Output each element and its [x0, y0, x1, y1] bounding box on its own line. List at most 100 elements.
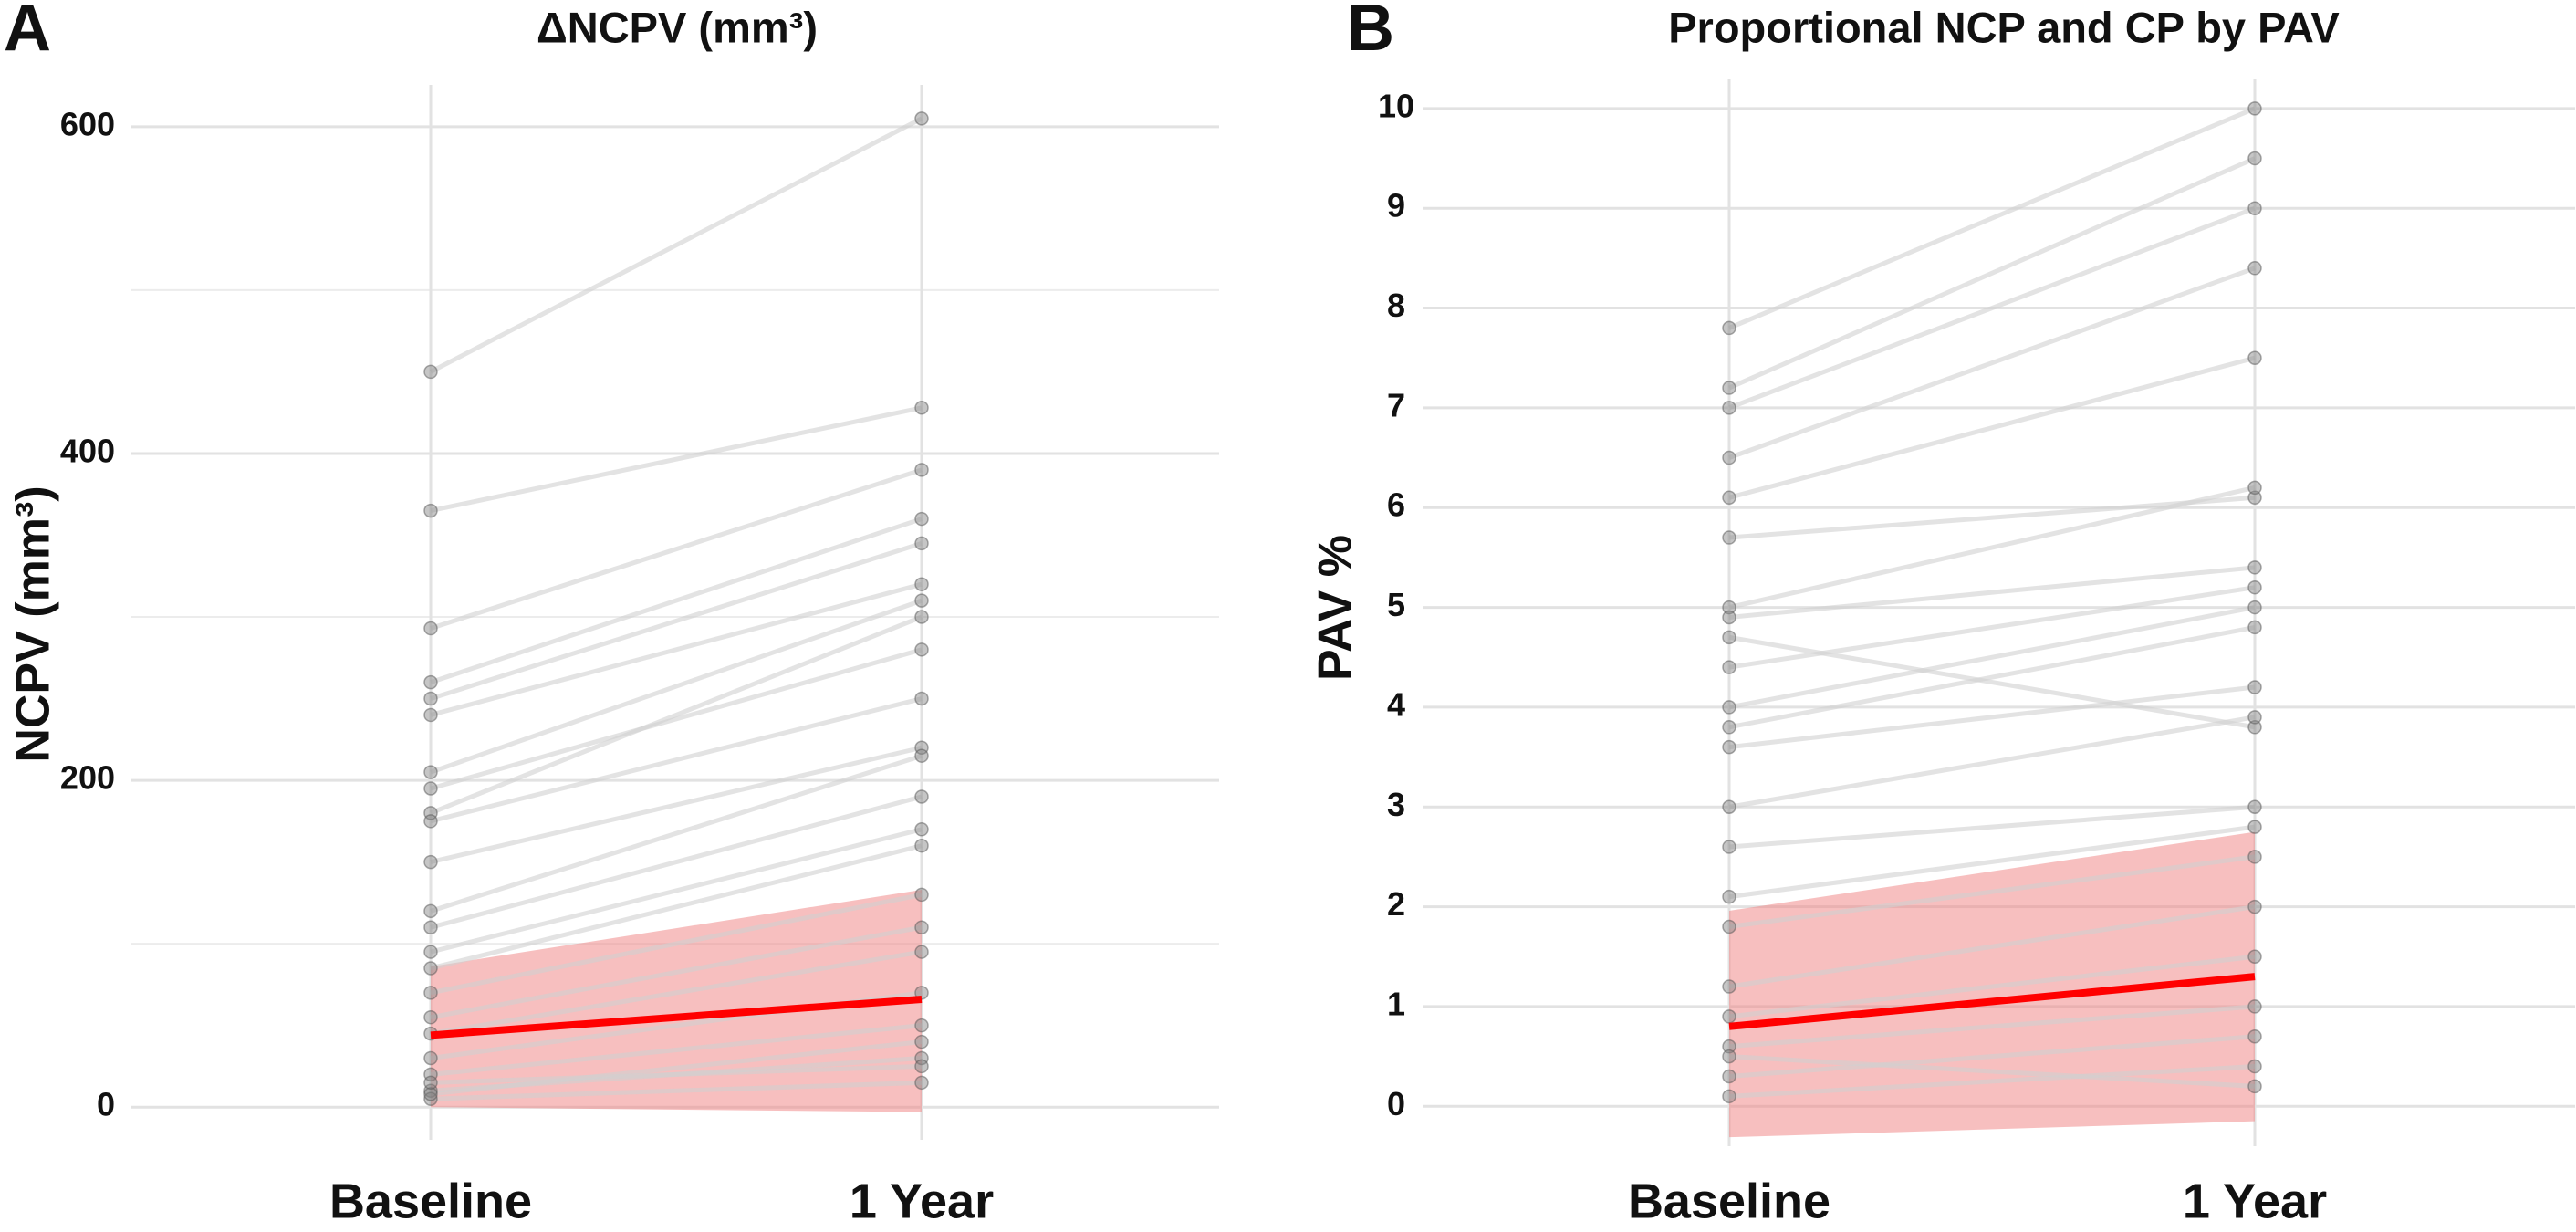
subject-point [423, 920, 438, 934]
subject-point [423, 854, 438, 870]
subject-point [2247, 899, 2262, 914]
subject-point [423, 503, 438, 518]
subject-line [430, 541, 923, 701]
subject-point [423, 765, 438, 779]
subject-line [430, 1039, 923, 1097]
subject-line [1728, 565, 2256, 620]
subject-point [1722, 381, 1736, 395]
subject-point [423, 1050, 438, 1066]
subject-line [430, 1080, 923, 1101]
subject-point [2247, 949, 2262, 965]
chart-title: Proportional NCP and CP by PAV [1668, 3, 2340, 51]
subject-point [914, 642, 929, 657]
subject-point [423, 945, 438, 959]
x-tick-label: 1 Year [2183, 1174, 2327, 1228]
subject-line [1728, 904, 2256, 989]
subject-point [423, 674, 438, 690]
subject-point [2247, 1059, 2262, 1074]
subject-point [2247, 600, 2262, 615]
subject-line [1727, 156, 2257, 391]
subject-point [914, 1018, 929, 1033]
subject-line [430, 892, 923, 996]
subject-point [423, 707, 438, 723]
x-tick-label: Baseline [1628, 1174, 1830, 1228]
panel-label: A [4, 0, 51, 65]
subject-line [1728, 715, 2256, 809]
subject-point [2247, 560, 2262, 575]
subject-point [914, 748, 929, 763]
subject-point [914, 945, 929, 959]
subject-point [423, 781, 438, 796]
subject-line [1728, 355, 2256, 500]
subject-line [430, 581, 923, 717]
subject-line [1728, 1034, 2256, 1079]
subject-line [1728, 684, 2256, 750]
subject-point [1722, 630, 1736, 645]
subject-line [1728, 804, 2256, 850]
subject-point [1722, 700, 1736, 715]
subject-point [1722, 320, 1736, 336]
subject-point [423, 1075, 438, 1091]
subject-line [1728, 266, 2256, 460]
subject-point [423, 621, 438, 636]
panel-label: B [1347, 0, 1394, 65]
y-tick-label: 3 [1387, 786, 1405, 823]
y-tick-label: 2 [1387, 885, 1405, 923]
y-tick-label: 0 [1387, 1085, 1405, 1122]
subject-line [430, 1063, 923, 1085]
subject-line [1728, 495, 2256, 540]
subject-point [2247, 1079, 2262, 1094]
subject-point [423, 1087, 438, 1101]
mean-line [430, 996, 923, 1039]
subject-point [914, 577, 929, 591]
subject-point [1722, 1049, 1736, 1064]
subject-point [914, 920, 929, 934]
subject-point [1722, 660, 1736, 674]
y-tick-label: 7 [1387, 386, 1405, 423]
subject-point [423, 1091, 438, 1106]
subject-point [1722, 840, 1736, 854]
y-axis-label: NCPV (mm³) [7, 485, 60, 762]
subject-point [914, 1075, 929, 1091]
subject-point [914, 463, 929, 477]
subject-point [423, 903, 438, 919]
subject-point [2247, 1028, 2262, 1044]
subject-point [423, 814, 438, 829]
subject-point [914, 111, 929, 126]
subject-line [1728, 106, 2256, 330]
subject-line [430, 843, 923, 971]
subject-line [430, 598, 923, 775]
subject-point [914, 887, 929, 903]
subject-line [430, 794, 923, 930]
subject-point [1722, 1069, 1736, 1084]
subject-line [1728, 854, 2256, 929]
subject-line [430, 949, 923, 1037]
subject-point [914, 789, 929, 804]
subject-line [1728, 954, 2256, 1019]
subject-point [914, 401, 929, 415]
subject-line [430, 827, 923, 955]
subject-point [914, 610, 929, 624]
subject-point [423, 364, 438, 380]
y-tick-label: 600 [60, 105, 115, 142]
subject-point [2247, 261, 2262, 276]
subject-point [1722, 720, 1736, 735]
y-tick-label: 10 [1378, 87, 1414, 124]
subject-point [2247, 820, 2262, 834]
subject-point [914, 838, 929, 853]
subject-line [430, 647, 923, 791]
y-tick-label: 5 [1387, 586, 1405, 623]
y-tick-label: 9 [1387, 187, 1405, 224]
subject-point [423, 691, 438, 706]
subject-line [1728, 205, 2256, 411]
subject-point [423, 986, 438, 1000]
subject-line [430, 467, 923, 631]
y-tick-label: 6 [1387, 486, 1405, 524]
subject-point [2247, 490, 2262, 506]
subject-point [1722, 799, 1736, 814]
subject-point [2247, 620, 2262, 635]
subject-point [1722, 979, 1736, 994]
subject-line [430, 924, 923, 1020]
subject-point [2247, 799, 2262, 814]
mean-line [1728, 973, 2256, 1030]
